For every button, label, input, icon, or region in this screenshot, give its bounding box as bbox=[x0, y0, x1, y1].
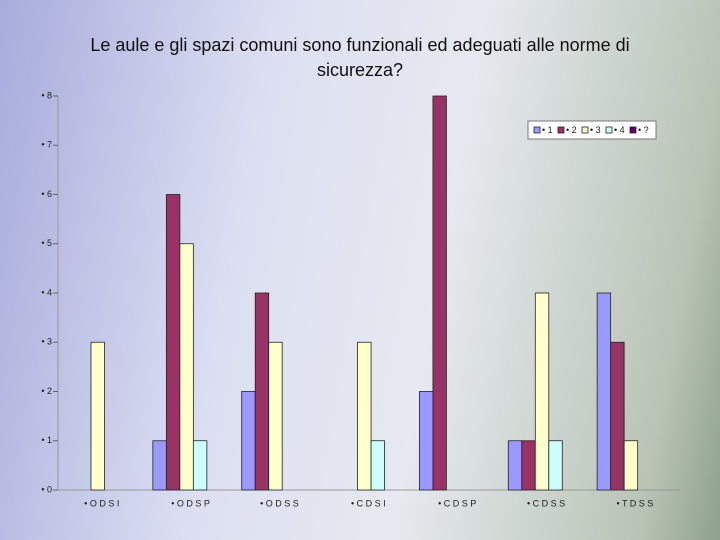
legend-label: • 2 bbox=[566, 125, 577, 135]
bar bbox=[165, 194, 181, 491]
y-tick-label: • 8 bbox=[41, 90, 52, 100]
y-tick-label: • 7 bbox=[41, 140, 52, 150]
legend-swatch bbox=[605, 126, 613, 134]
y-tick-label: • 0 bbox=[41, 484, 52, 494]
legend-label: • ? bbox=[638, 125, 649, 135]
legend-label: • 3 bbox=[590, 125, 601, 135]
legend-swatch bbox=[533, 126, 541, 134]
x-tick-label: • C D S I bbox=[351, 498, 386, 508]
y-tick-label: • 6 bbox=[41, 189, 52, 199]
bar bbox=[596, 292, 612, 491]
legend-swatch bbox=[581, 126, 589, 134]
x-tick-label: • O D S I bbox=[84, 498, 119, 508]
bar bbox=[507, 440, 523, 491]
bar bbox=[90, 341, 105, 491]
bar bbox=[152, 440, 167, 491]
x-tick-label: • C D S P bbox=[438, 498, 476, 508]
bar bbox=[432, 95, 447, 491]
bar bbox=[534, 292, 550, 491]
x-tick-label: • O D S S bbox=[260, 498, 299, 508]
y-tick-label: • 1 bbox=[41, 435, 52, 445]
bar bbox=[623, 440, 639, 491]
y-tick-label: • 2 bbox=[41, 386, 52, 396]
bar bbox=[370, 440, 385, 491]
y-tick-label: • 5 bbox=[41, 238, 52, 248]
bar bbox=[268, 341, 283, 491]
legend-label: • 4 bbox=[614, 125, 625, 135]
bar bbox=[419, 391, 434, 491]
bar bbox=[521, 440, 536, 491]
legend-swatch bbox=[557, 126, 565, 134]
legend-label: • 1 bbox=[542, 125, 553, 135]
y-tick-label: • 4 bbox=[41, 287, 52, 297]
bar bbox=[254, 292, 270, 491]
bar bbox=[357, 341, 372, 491]
bar bbox=[548, 440, 563, 491]
legend-swatch bbox=[629, 126, 637, 134]
bar bbox=[192, 440, 208, 491]
x-tick-label: • C D S S bbox=[527, 498, 565, 508]
x-tick-label: • O D S P bbox=[171, 498, 210, 508]
y-tick-label: • 3 bbox=[41, 337, 52, 347]
bar bbox=[179, 243, 194, 491]
legend-box bbox=[527, 120, 657, 140]
chart-title: Le aule e gli spazi comuni sono funziona… bbox=[90, 35, 630, 80]
x-tick-label: • T D S S bbox=[616, 498, 653, 508]
bar bbox=[241, 391, 256, 491]
bar bbox=[610, 341, 625, 491]
